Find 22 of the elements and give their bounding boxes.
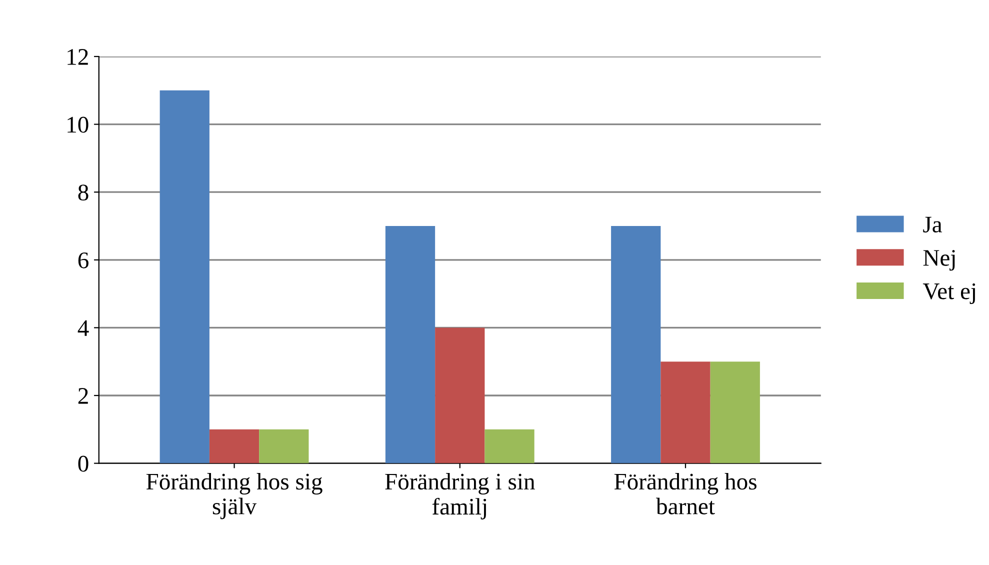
x-tick-label: Förändring i sin familj (385, 473, 535, 520)
y-tick-label: 4 (78, 320, 89, 336)
y-tick-label: 2 (78, 388, 88, 404)
bar (611, 226, 661, 464)
bar (435, 328, 485, 464)
bar (209, 429, 260, 464)
bar (259, 429, 309, 464)
bar (160, 90, 210, 464)
bar (710, 362, 760, 464)
x-tick-label: Förändring hos sig själv (146, 473, 322, 520)
bar (660, 362, 710, 464)
y-tick-label: 0 (78, 456, 88, 472)
legend-label: Vet ej (922, 283, 976, 304)
legend-label: Nej (923, 250, 955, 271)
x-tick-label: Förändring hos barnet (614, 473, 756, 514)
y-tick-label: 8 (78, 184, 88, 201)
y-tick-label: 10 (68, 116, 88, 133)
legend-label: Ja (923, 216, 942, 233)
bar (385, 226, 436, 464)
bar (484, 429, 534, 464)
y-tick-label: 6 (78, 252, 88, 268)
y-tick-label: 12 (68, 49, 88, 65)
